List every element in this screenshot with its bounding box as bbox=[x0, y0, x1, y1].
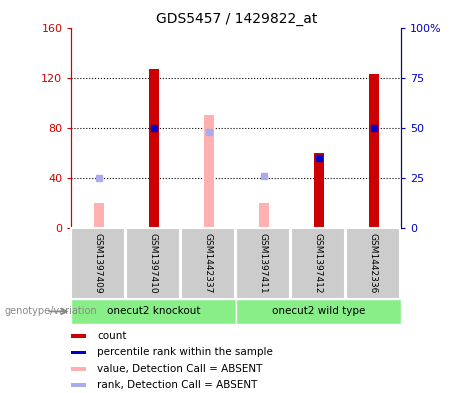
Bar bbox=[94, 203, 104, 228]
Text: onecut2 knockout: onecut2 knockout bbox=[107, 307, 201, 316]
Text: percentile rank within the sample: percentile rank within the sample bbox=[97, 347, 273, 358]
Bar bbox=[71, 367, 86, 371]
Bar bbox=[291, 228, 345, 299]
Bar bbox=[149, 69, 159, 228]
Bar bbox=[236, 299, 401, 324]
Text: GSM1397410: GSM1397410 bbox=[149, 233, 158, 294]
Bar bbox=[71, 383, 86, 387]
Bar bbox=[126, 228, 180, 299]
Bar bbox=[236, 228, 290, 299]
Bar bbox=[71, 351, 86, 354]
Text: GSM1397409: GSM1397409 bbox=[94, 233, 103, 294]
Text: GSM1442336: GSM1442336 bbox=[368, 233, 378, 294]
Title: GDS5457 / 1429822_at: GDS5457 / 1429822_at bbox=[155, 13, 317, 26]
Bar bbox=[71, 334, 86, 338]
Text: GSM1442337: GSM1442337 bbox=[204, 233, 213, 294]
Bar bbox=[181, 228, 235, 299]
Bar bbox=[314, 153, 324, 228]
Bar bbox=[71, 228, 125, 299]
Text: genotype/variation: genotype/variation bbox=[5, 307, 97, 316]
Bar bbox=[369, 74, 378, 228]
Bar bbox=[346, 228, 400, 299]
Text: rank, Detection Call = ABSENT: rank, Detection Call = ABSENT bbox=[97, 380, 258, 390]
Bar bbox=[71, 299, 236, 324]
Bar bbox=[259, 203, 269, 228]
Text: count: count bbox=[97, 331, 127, 341]
Text: GSM1397412: GSM1397412 bbox=[313, 233, 323, 294]
Text: GSM1397411: GSM1397411 bbox=[259, 233, 268, 294]
Text: value, Detection Call = ABSENT: value, Detection Call = ABSENT bbox=[97, 364, 263, 374]
Bar bbox=[204, 115, 214, 228]
Text: onecut2 wild type: onecut2 wild type bbox=[272, 307, 366, 316]
